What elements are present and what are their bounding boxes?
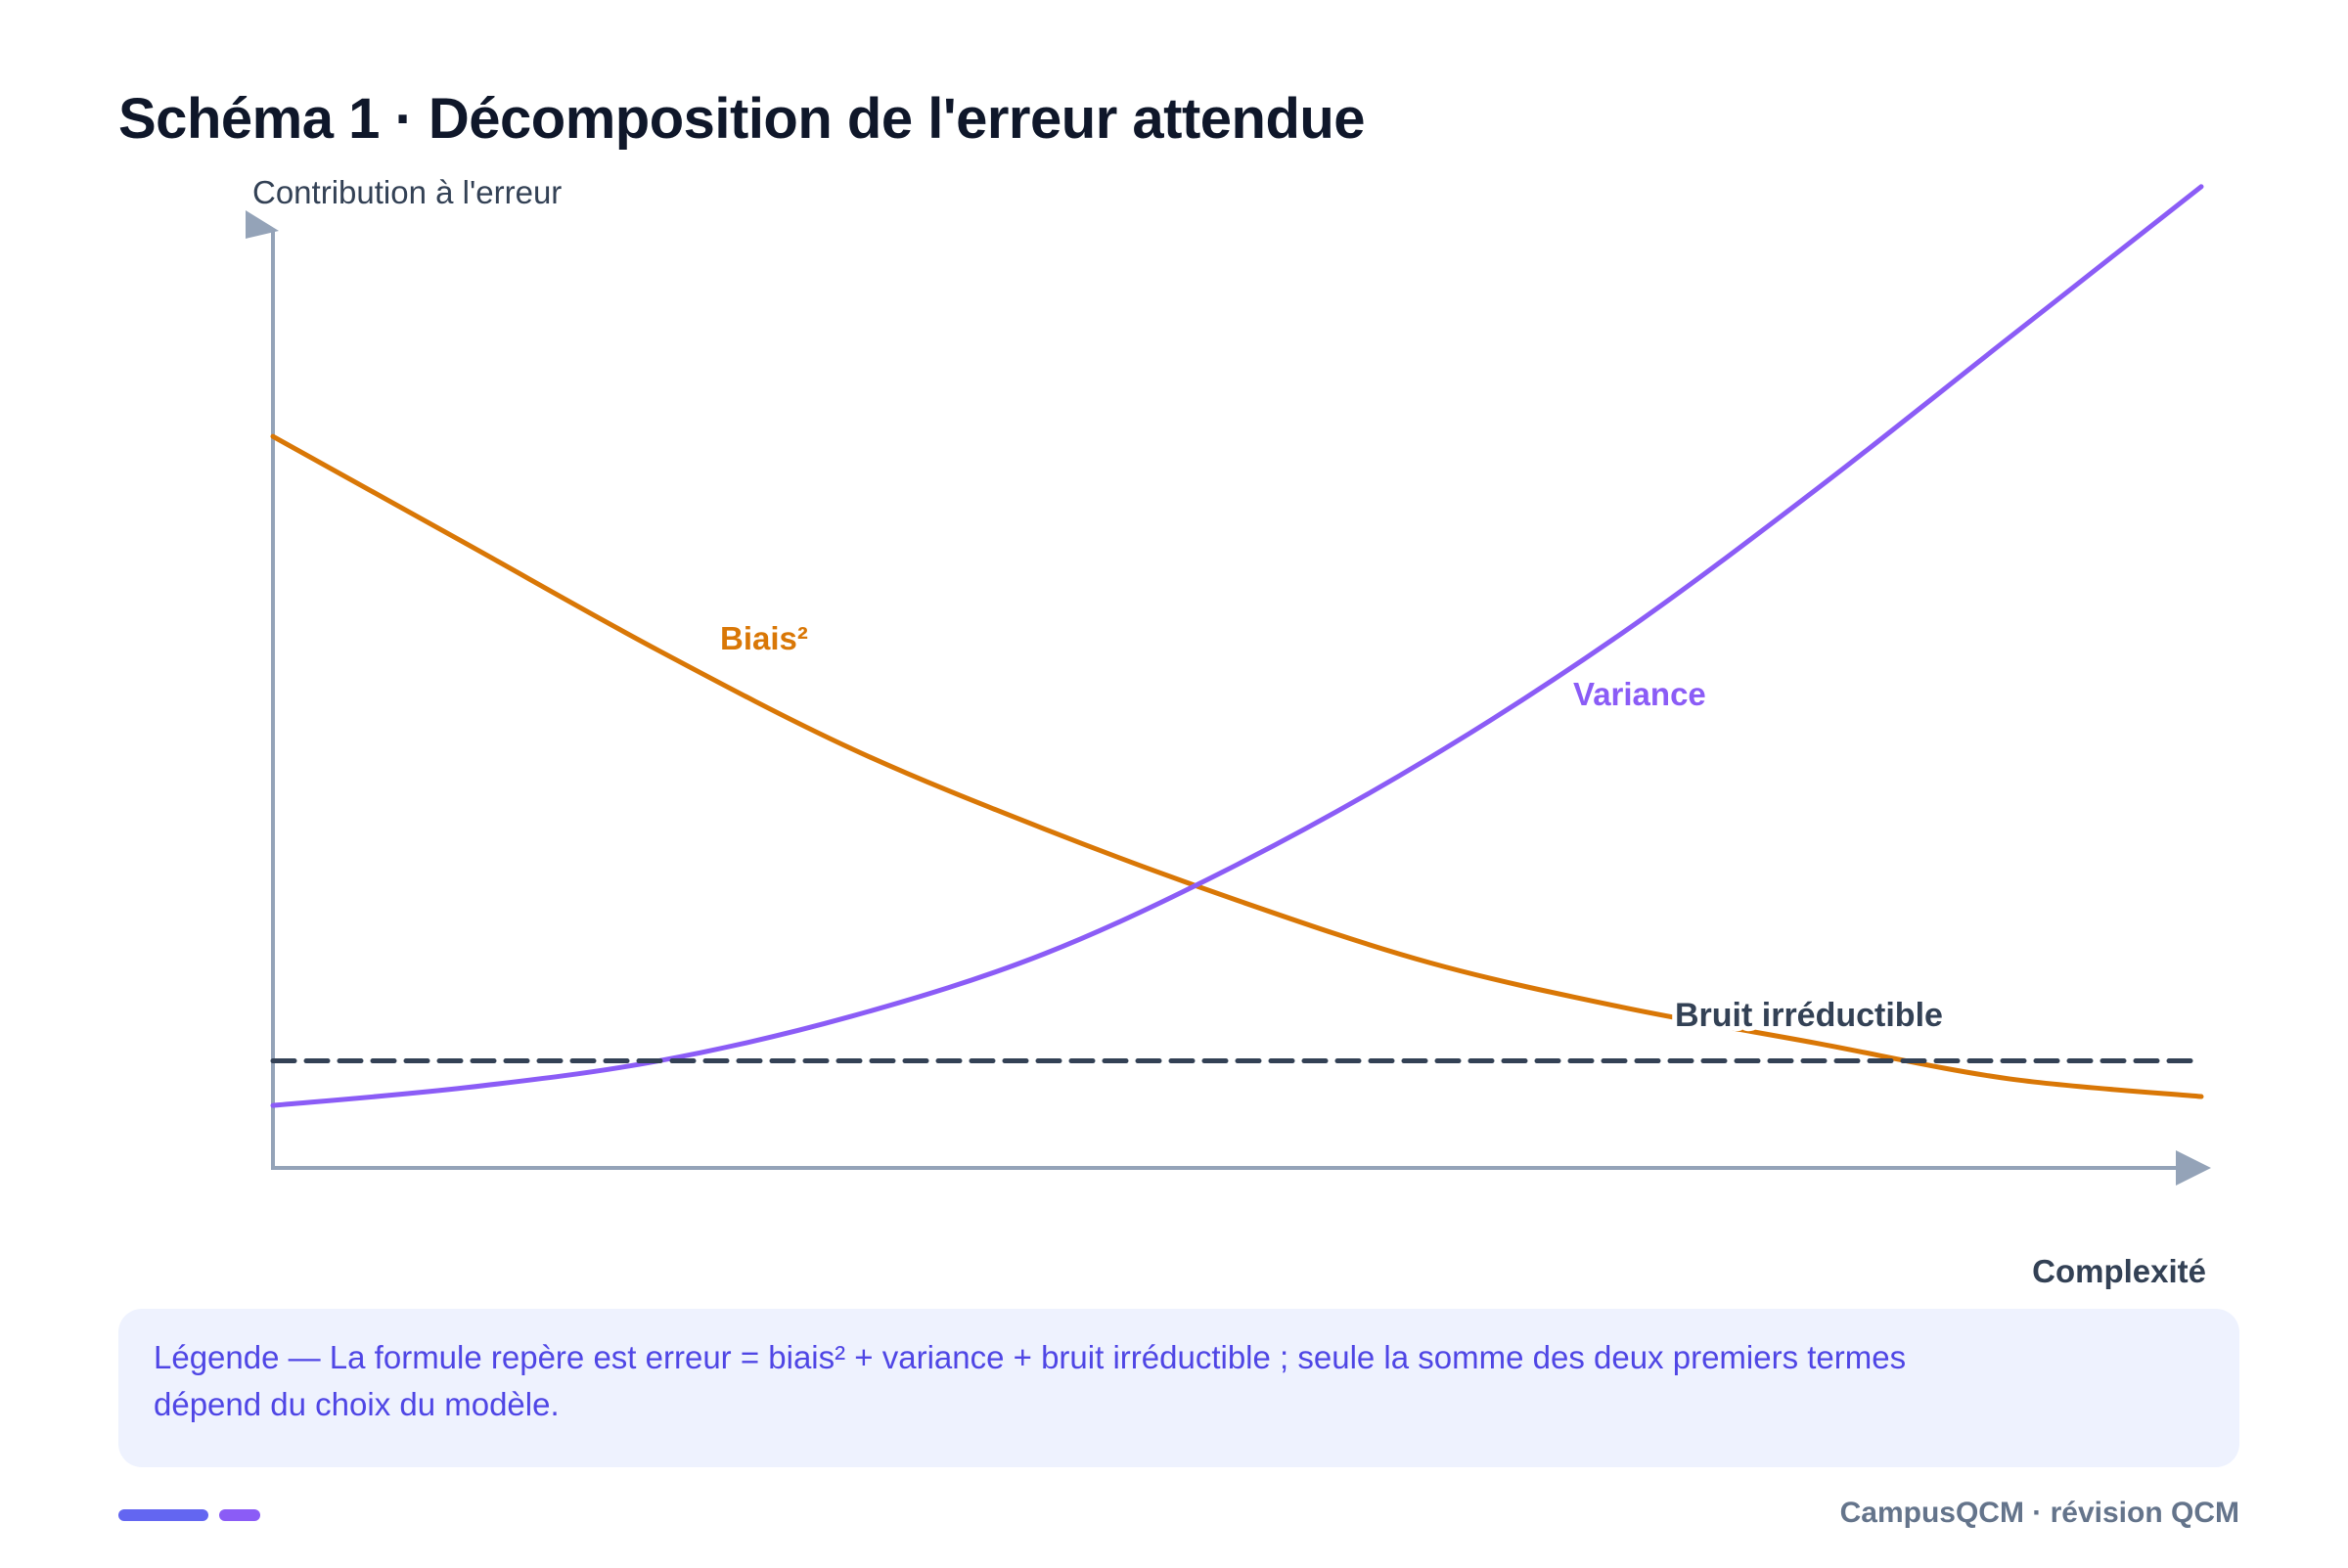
chart-title: Schéma 1 · Décomposition de l'erreur att… bbox=[118, 87, 1366, 151]
x-axis-label: Complexité bbox=[2032, 1253, 2206, 1289]
x-axis-arrow bbox=[2176, 1150, 2211, 1186]
footer-brand: CampusQCM · révision QCM bbox=[1839, 1497, 2239, 1529]
decorative-pill-1 bbox=[118, 1509, 208, 1521]
bias-label: Biais² bbox=[720, 620, 808, 656]
decorative-pill-2 bbox=[219, 1509, 260, 1521]
variance-label-halo: Variance bbox=[1573, 676, 1706, 712]
variance-curve bbox=[270, 184, 2204, 1108]
noise-label: Bruit irréductible bbox=[1675, 997, 1943, 1034]
noise-label-halo: Bruit irréductible bbox=[1675, 997, 1943, 1034]
variance-label: Variance bbox=[1573, 676, 1706, 712]
bias-curve bbox=[270, 433, 2204, 1099]
y-axis-label: Contribution à l'erreur bbox=[252, 174, 562, 210]
bias-label-halo: Biais² bbox=[720, 620, 808, 656]
caption-line-2: dépend du choix du modèle. bbox=[154, 1386, 560, 1422]
caption-line-1: Légende — La formule repère est erreur =… bbox=[154, 1339, 1907, 1375]
y-axis-arrow bbox=[246, 210, 279, 239]
series-layer bbox=[270, 184, 2204, 1108]
legend-caption: Légende — La formule repère est erreur =… bbox=[118, 1309, 2239, 1467]
